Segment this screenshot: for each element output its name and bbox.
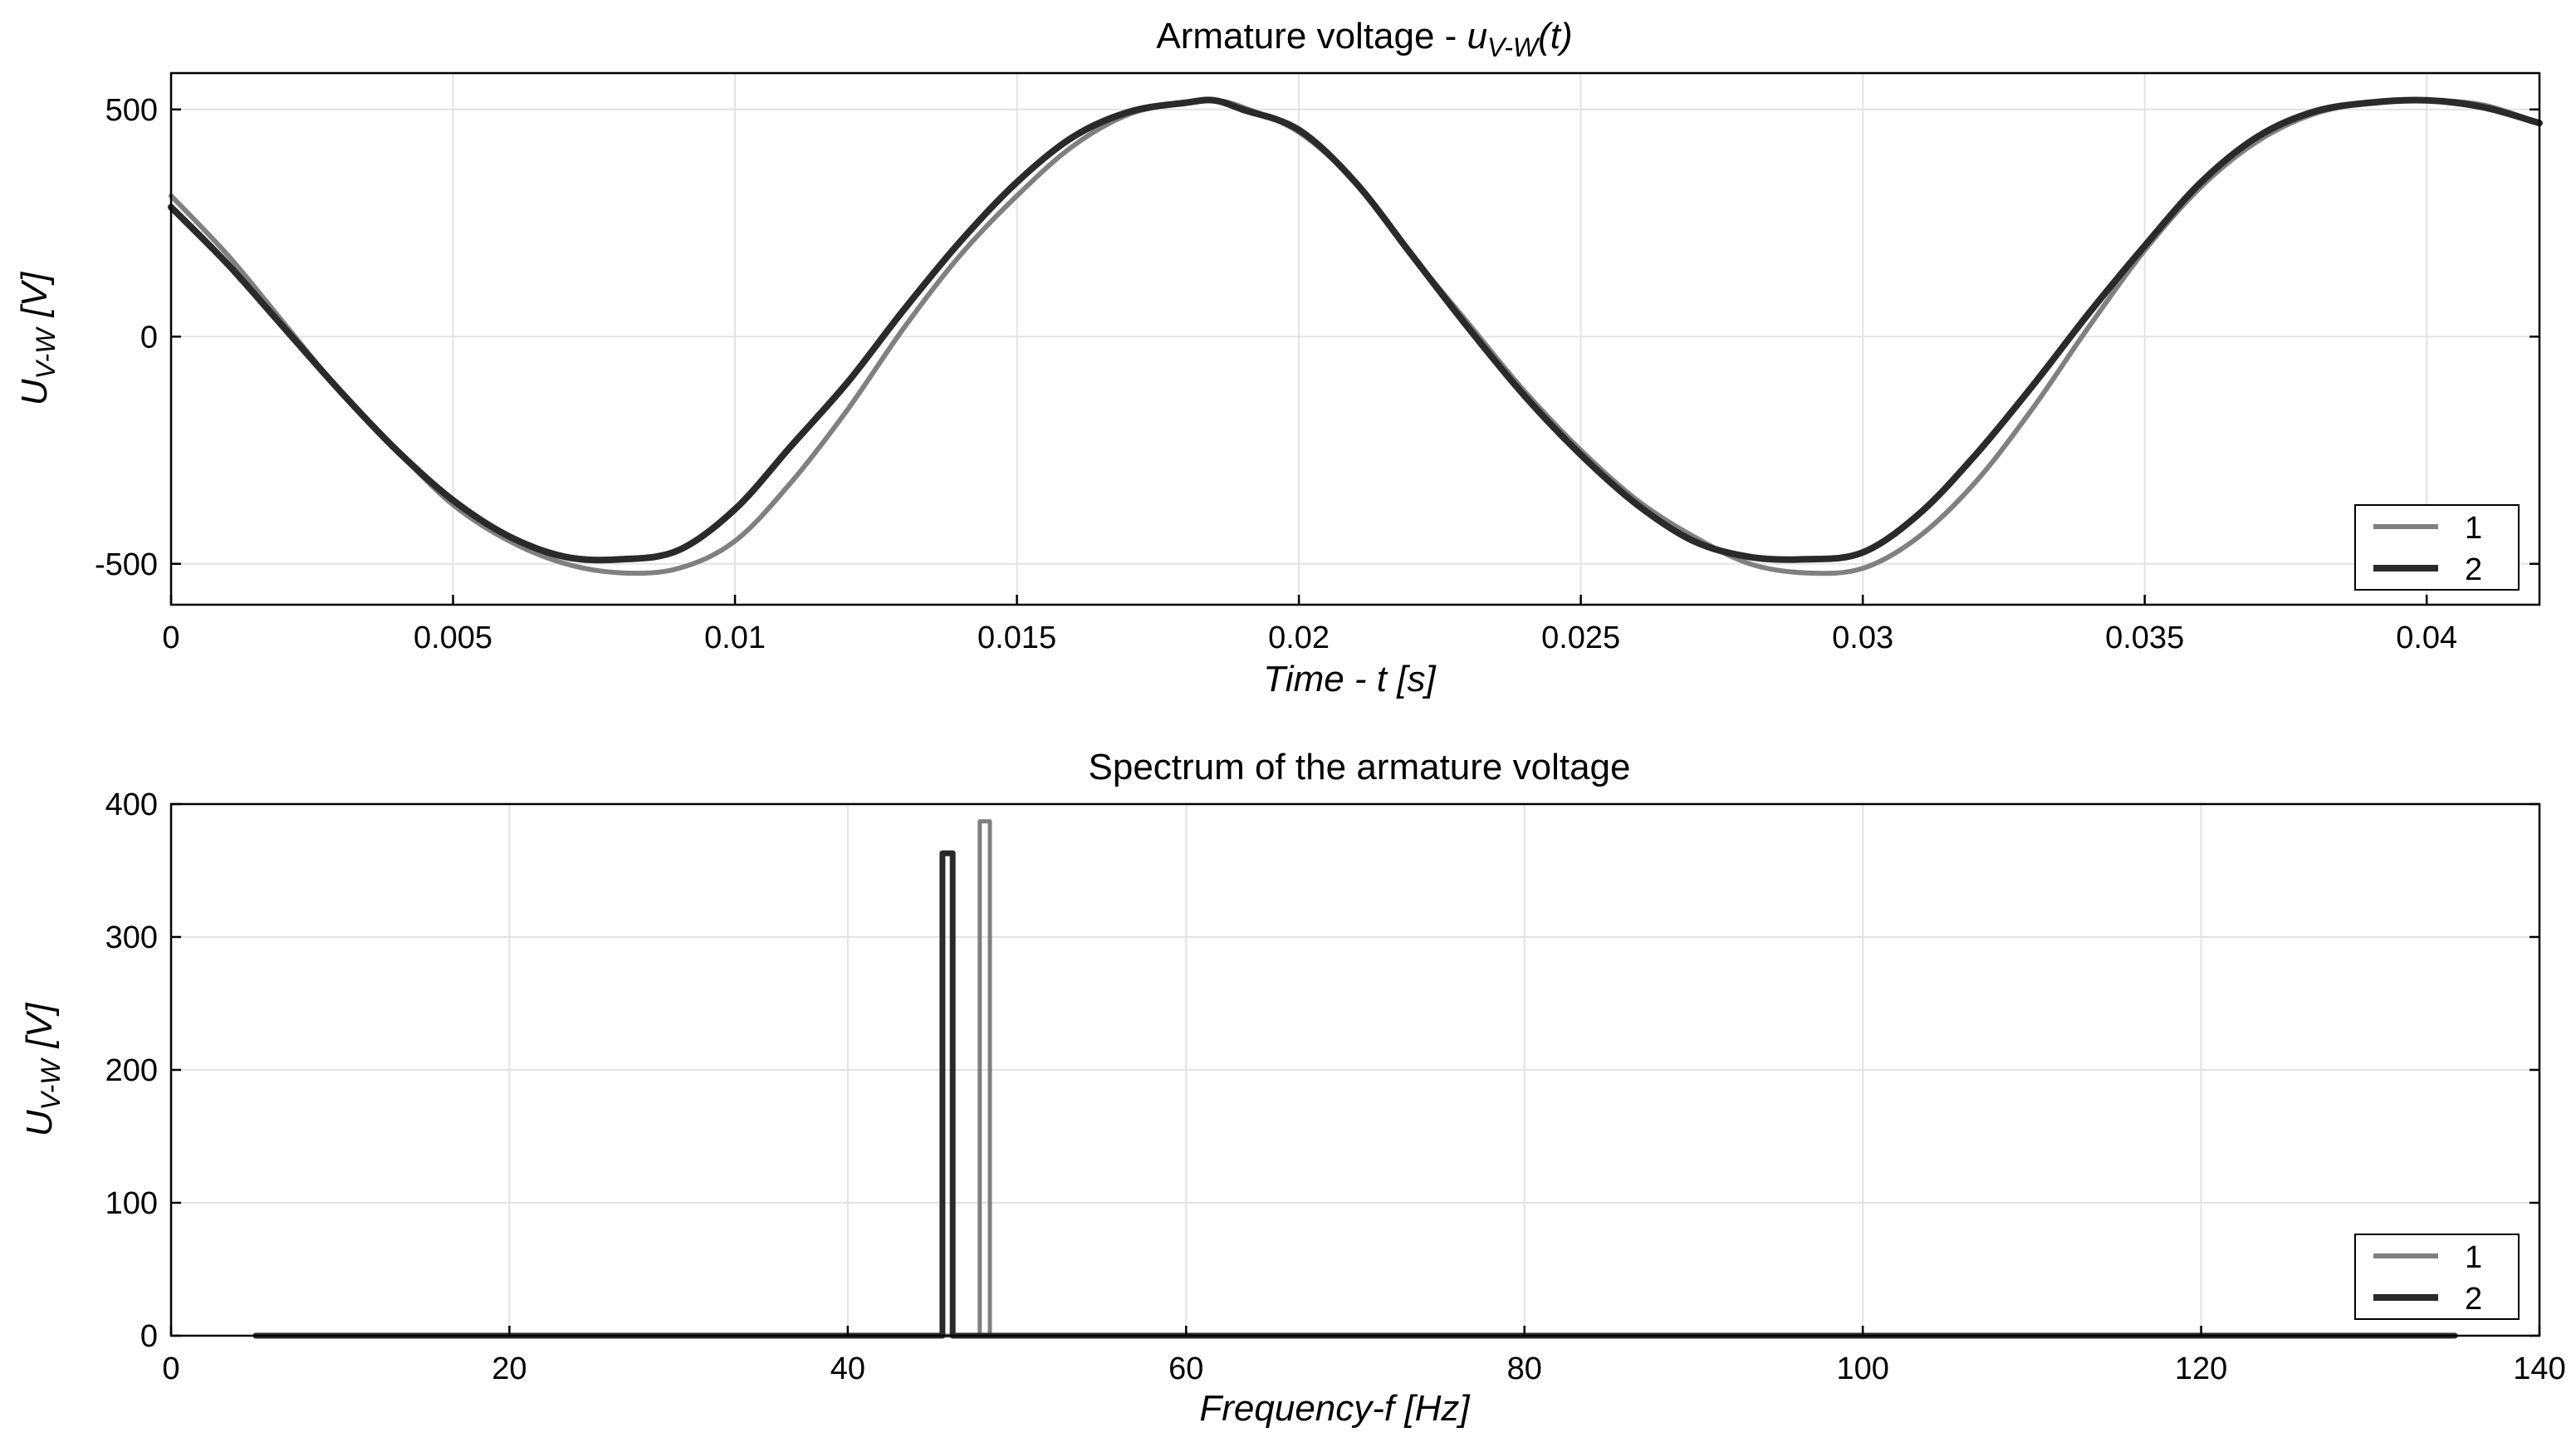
chart2-ylabel: UV-W[V]: [19, 1002, 66, 1136]
chart2-ytick-label: 400: [105, 787, 158, 822]
chart1-xtick-label: 0.02: [1268, 620, 1330, 655]
chart2-legend-box: [2354, 1234, 2520, 1320]
chart1-xtick-label: 0.025: [1541, 620, 1620, 655]
chart2-ytick-label: 200: [105, 1053, 158, 1088]
chart2-xtick-label: 120: [2175, 1351, 2227, 1386]
chart1-legend-box: [2354, 504, 2520, 591]
chart2-xtick-label: 80: [1507, 1351, 1542, 1386]
chart1-ytick-label: 500: [105, 93, 158, 128]
chart2-xtick-label: 60: [1168, 1351, 1203, 1386]
chart-armature-voltage: Armature voltage - uV-W(t) 0 0.005 0.01 0.0…: [14, 16, 2543, 699]
chart1-xlabel: Time - t [s]: [1263, 659, 1437, 699]
chart1-series-2-line: [168, 96, 2543, 564]
chart-spectrum: Spectrum of the armature voltage 0 20 40 60…: [19, 747, 2566, 1429]
chart2-legend-label-2: 2: [2465, 1282, 2482, 1317]
chart2-xtick-label: 0: [162, 1351, 179, 1386]
chart2-ytick-label: 300: [105, 920, 158, 955]
chart1-ticks: 0 0.005 0.01 0.015 0.02 0.025 0.03 0.035 0.04 -50…: [95, 93, 2539, 655]
chart2-xtick-label: 40: [830, 1351, 865, 1386]
chart1-xtick-label: 0.01: [704, 620, 766, 655]
chart2-legend-label-1: 1: [2465, 1240, 2482, 1275]
chart2-legend: 1 2: [2354, 1234, 2520, 1320]
chart1-ylabel: UV-W[V]: [14, 271, 61, 405]
chart1-xtick-label: 0.04: [2396, 620, 2457, 655]
chart2-ticks: 0 20 40 60 80 100 120 140 0 100 200 300 400: [105, 787, 2566, 1386]
chart2-ytick-label: 0: [140, 1319, 158, 1354]
chart1-xtick-label: 0.005: [414, 620, 492, 655]
chart2-xtick-label: 100: [1836, 1351, 1888, 1386]
chart1-plot-frame: [169, 71, 2541, 606]
chart2-xlabel: Frequency-f [Hz]: [1199, 1388, 1471, 1429]
chart1-xtick-label: 0: [162, 620, 179, 655]
chart1-legend: 1 2: [2354, 504, 2520, 591]
chart2-title: Spectrum of the armature voltage: [1089, 747, 1631, 787]
chart1-legend-label-1: 1: [2465, 511, 2482, 546]
chart1-legend-label-2: 2: [2465, 552, 2482, 587]
chart1-xtick-label: 0.035: [2105, 620, 2184, 655]
chart2-xtick-label: 140: [2513, 1351, 2565, 1386]
chart2-ytick-label: 100: [105, 1186, 158, 1221]
chart1-title: Armature voltage - uV-W(t): [1156, 16, 1572, 62]
chart1-xtick-label: 0.015: [977, 620, 1056, 655]
chart1-xtick-label: 0.03: [1832, 620, 1893, 655]
chart2-xtick-label: 20: [492, 1351, 526, 1386]
chart1-ytick-label: 0: [140, 320, 158, 355]
chart1-ytick-label: -500: [95, 547, 158, 582]
chart1-series: [168, 96, 2543, 576]
